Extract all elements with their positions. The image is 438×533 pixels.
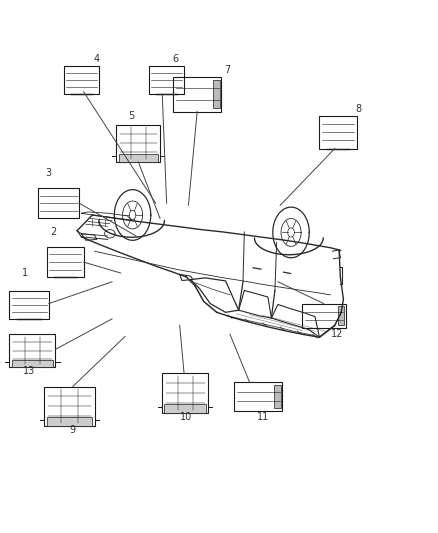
Text: 10: 10	[180, 412, 192, 422]
Bar	[164, 404, 206, 413]
Text: 4: 4	[94, 54, 100, 64]
Bar	[119, 154, 158, 161]
Bar	[10, 334, 55, 367]
Bar	[46, 417, 92, 426]
Bar	[319, 116, 357, 149]
Bar	[213, 80, 220, 108]
Text: 5: 5	[128, 111, 135, 121]
Bar	[302, 304, 346, 328]
Bar	[149, 66, 184, 94]
Text: 8: 8	[356, 104, 362, 114]
Bar	[10, 290, 49, 319]
Bar	[173, 77, 221, 111]
Text: 2: 2	[50, 227, 56, 237]
Text: 6: 6	[172, 54, 178, 64]
Bar	[275, 385, 281, 408]
Text: 1: 1	[21, 268, 28, 278]
Bar	[46, 247, 84, 277]
Text: 7: 7	[225, 65, 231, 75]
Text: 13: 13	[23, 366, 35, 376]
Text: 9: 9	[70, 425, 76, 435]
Bar	[162, 374, 208, 413]
Bar	[12, 360, 53, 367]
Bar	[117, 125, 160, 161]
Text: 12: 12	[331, 329, 343, 339]
Bar	[64, 66, 99, 94]
Bar	[234, 382, 283, 410]
Bar	[44, 386, 95, 426]
Bar	[338, 306, 344, 325]
Bar	[38, 188, 79, 219]
Text: 3: 3	[46, 168, 52, 177]
Text: 11: 11	[257, 412, 269, 422]
